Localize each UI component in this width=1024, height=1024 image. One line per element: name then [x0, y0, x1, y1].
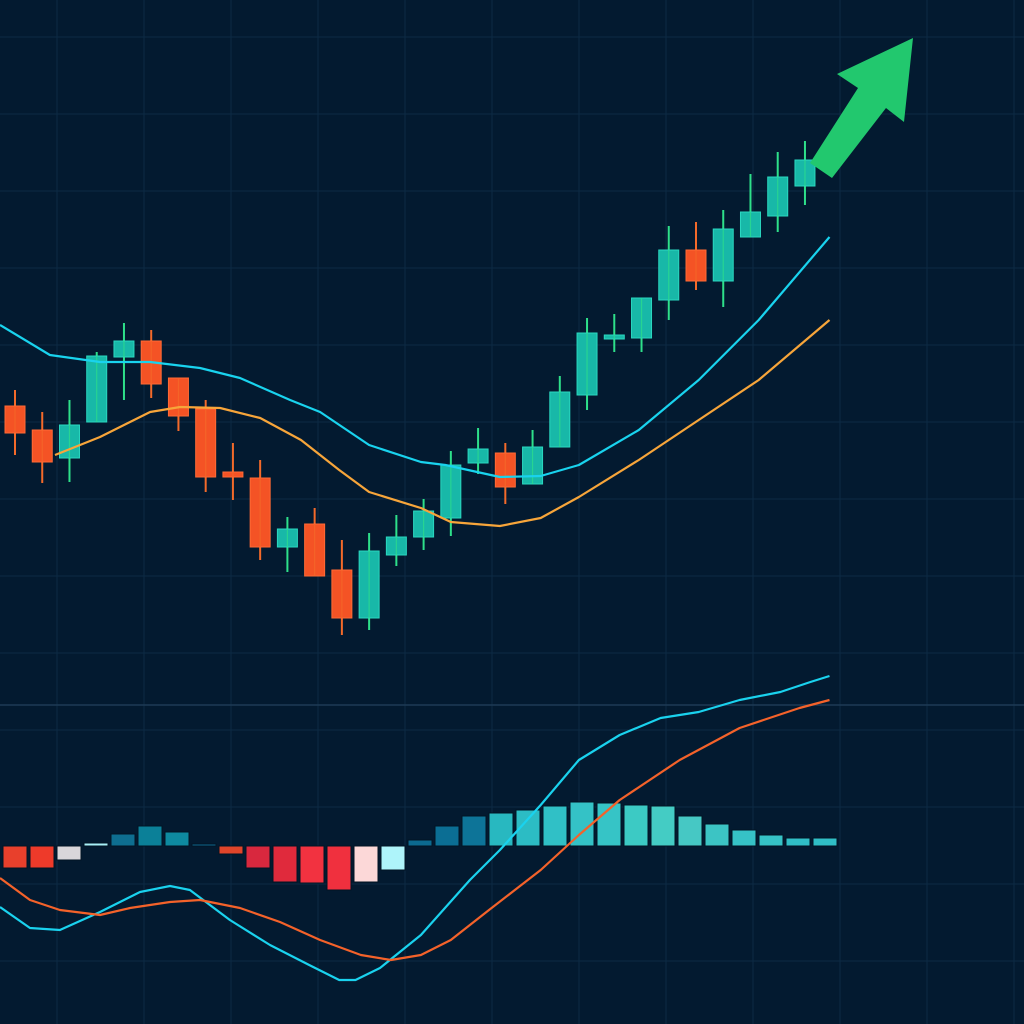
up-arrow-icon [810, 38, 913, 178]
candle [331, 540, 353, 635]
histogram-bar [542, 805, 568, 847]
candle [4, 390, 26, 455]
histogram-bar [380, 845, 406, 871]
histogram-bar [758, 834, 784, 847]
candle [549, 376, 571, 448]
macd-line [0, 674, 830, 982]
candle [739, 174, 761, 238]
candle [385, 515, 407, 566]
candle [467, 428, 489, 474]
price-panel [0, 141, 831, 635]
histogram-bar [164, 831, 190, 847]
candle [58, 400, 80, 482]
signal-line [0, 698, 830, 962]
histogram-bar [461, 815, 487, 847]
histogram-bar [299, 845, 325, 884]
candle [522, 430, 544, 485]
candle [249, 460, 271, 560]
candle [304, 508, 326, 577]
candle [794, 141, 816, 205]
candle [440, 451, 462, 536]
candle [167, 377, 189, 431]
histogram-bar [245, 845, 271, 869]
candle [222, 443, 244, 500]
histogram-bar [191, 843, 217, 847]
histogram-bar [272, 845, 298, 883]
candle [576, 318, 598, 410]
candle [603, 314, 625, 352]
histogram-bar [731, 829, 757, 847]
candle [276, 517, 298, 572]
histogram-bar [326, 845, 352, 891]
candle [494, 443, 516, 504]
candle [195, 400, 217, 492]
candle [358, 533, 380, 630]
histogram-bar [704, 823, 730, 847]
histogram-bar [650, 805, 676, 847]
histogram-bar [407, 839, 433, 847]
candle [31, 412, 53, 483]
histogram-bar [83, 842, 109, 847]
histogram-bar [2, 845, 28, 869]
histogram-bar [623, 804, 649, 847]
moving-average-ma_fast [0, 236, 831, 479]
histogram-bar [812, 837, 838, 847]
histogram-bar [110, 833, 136, 847]
candle [631, 297, 653, 352]
candle [413, 499, 435, 550]
histogram-bar [137, 825, 163, 847]
macd-panel [0, 674, 838, 982]
candle [658, 226, 680, 320]
histogram-bar [218, 845, 244, 855]
moving-average-ma_slow [54, 319, 831, 528]
histogram-bar [353, 845, 379, 883]
histogram-bar [29, 845, 55, 869]
candle [685, 222, 707, 290]
candle [712, 210, 734, 307]
candle [86, 352, 108, 423]
histogram-bar [56, 845, 82, 861]
histogram-bar [677, 815, 703, 847]
candle [767, 152, 789, 232]
histogram-bar [785, 837, 811, 847]
histogram-bar [434, 825, 460, 847]
